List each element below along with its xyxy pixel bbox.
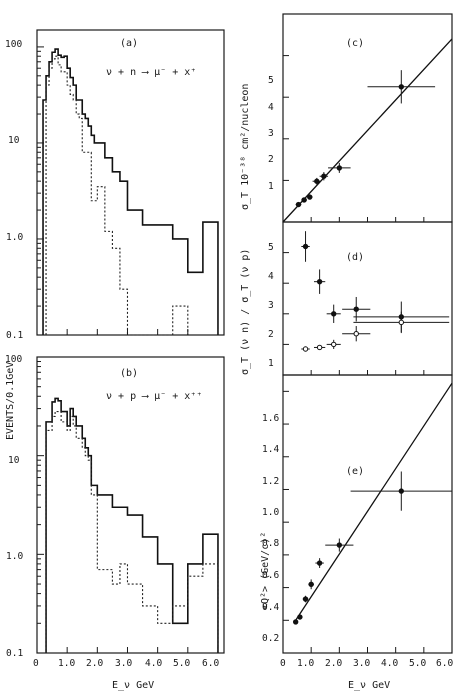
panel-a-label: (a)	[120, 38, 138, 49]
panel-c-ytick-4: 4	[268, 102, 274, 113]
panel-e-xtick-2: 2.0	[325, 658, 342, 669]
panel-e-xlabel: E_ν GeV	[348, 680, 390, 691]
panel-e-ytick-1.4: 1.4	[262, 444, 279, 455]
panel-a-ytick-10: 10	[8, 135, 20, 146]
panel-c-ytick-5: 5	[268, 75, 274, 86]
panel-a-ytick-100: 100	[5, 39, 22, 50]
data-point	[292, 619, 299, 625]
panel-a-ytick-1: 1.0	[6, 232, 23, 243]
panel-a-dotted-histogram	[45, 55, 189, 336]
panel-b-xtick-5: 5.0	[173, 658, 190, 669]
open-data-point	[302, 346, 309, 352]
panel-b-xtick-0: 0	[33, 658, 39, 669]
panel-b-solid-histogram	[45, 397, 219, 653]
panel-e-xtick-4: 4.0	[381, 658, 398, 669]
panel-e-label: (e)	[346, 466, 364, 477]
data-point	[302, 243, 309, 250]
panel-e-ytick-1.0: 1.0	[262, 507, 279, 518]
panel-b-ytick-100: 100	[5, 354, 22, 365]
panel-c-ytick-2: 2	[268, 154, 274, 165]
panel-e-ytick-1.6: 1.6	[262, 413, 279, 424]
panel-b-dotted-histogram	[45, 410, 219, 653]
open-data-point	[331, 341, 337, 348]
panel-a-solid-histogram	[42, 48, 219, 335]
panel-d-ytick-3: 3	[268, 300, 274, 311]
panel-e-xtick-0: 0	[280, 658, 286, 669]
panel-a-reaction: ν + n ⟶ μ⁻ + x⁺	[106, 67, 196, 78]
data-point	[297, 614, 303, 620]
panel-a: 100 10 1.0 0.1 (a) ν + n ⟶ μ⁻ + x⁺	[5, 29, 225, 341]
data-point	[307, 194, 313, 200]
panel-b-xtick-1: 1.0	[58, 658, 75, 669]
panel-c-ytick-3: 3	[268, 128, 274, 139]
panel-c-ylabel: σ_T 10⁻³⁸ cm²/nucleon	[240, 84, 251, 210]
data-point	[353, 306, 359, 312]
panel-b-frame	[36, 356, 225, 654]
panel-b-xlabel: E_ν GeV	[112, 680, 154, 691]
data-point	[302, 596, 309, 602]
data-point	[321, 173, 327, 179]
panel-b-reaction: ν + p ⟶ μ⁻ + x⁺⁺	[106, 391, 202, 402]
data-point	[398, 84, 404, 90]
panel-b-ytick-1: 1.0	[6, 551, 23, 562]
panel-e-ylabel: <Q²> (GeV/c)²	[260, 532, 271, 610]
panel-c-label: (c)	[346, 38, 364, 49]
panel-d-ytick-1: 1	[268, 358, 274, 369]
open-data-point	[316, 344, 323, 351]
open-data-point	[398, 319, 404, 326]
panel-e-ytick-0.8: 0.8	[262, 538, 279, 549]
panel-d-ytick-2: 2	[268, 329, 274, 340]
panel-b-label: (b)	[120, 368, 138, 379]
data-point	[314, 178, 320, 184]
data-point	[316, 278, 323, 285]
panel-d-ytick-5: 5	[268, 242, 274, 253]
panel-d: (d) 5 4 3 2 1 σ_T (ν n) / σ_T (ν p)	[240, 221, 453, 376]
histogram-ylabel: EVENTS/0.1GeV	[5, 362, 16, 440]
panel-b-ytick-10: 10	[8, 455, 20, 466]
data-point	[398, 488, 404, 494]
panel-e-xtick-6: 6.0	[436, 658, 453, 669]
panel-b-xtick-4: 4.0	[145, 658, 162, 669]
panel-e-frame	[282, 374, 453, 654]
data-point	[316, 560, 323, 566]
panel-e-ytick-1.2: 1.2	[262, 476, 279, 487]
panel-b: 100 10 1.0 0.1 (b) ν + p ⟶ μ⁻ + x⁺⁺ 0 1.…	[5, 354, 225, 691]
panel-b-xtick-2: 2.0	[86, 658, 103, 669]
panel-d-label: (d)	[346, 252, 364, 263]
panel-e-xtick-5: 5.0	[409, 658, 426, 669]
panel-e-ytick-0.4: 0.4	[262, 602, 279, 613]
panel-d-ytick-4: 4	[268, 271, 274, 282]
fit-line	[282, 38, 453, 223]
panel-e: (e) 1.6 1.4 1.2 1.0 0.8 0.6 0.4 0.2 <Q²>…	[260, 374, 453, 691]
data-point	[336, 165, 343, 171]
panel-b-xtick-3: 3.0	[115, 658, 132, 669]
panel-e-ytick-0.2: 0.2	[262, 633, 279, 644]
panel-c-frame	[282, 13, 453, 223]
panel-b-ytick-0.1: 0.1	[6, 648, 23, 659]
data-point	[308, 581, 314, 588]
fit-line	[295, 382, 453, 621]
panel-d-ylabel: σ_T (ν n) / σ_T (ν p)	[240, 249, 251, 375]
panel-a-ytick-0.1: 0.1	[6, 330, 23, 341]
panel-a-frame	[36, 29, 225, 336]
data-point	[301, 197, 307, 203]
data-point	[331, 311, 337, 317]
panel-e-ytick-0.6: 0.6	[262, 570, 279, 581]
panel-d-frame	[282, 221, 453, 376]
data-point	[336, 542, 343, 548]
panel-c: (c) 5 4 3 2 1 σ_T 10⁻³⁸ cm²/nucleon	[240, 13, 453, 223]
panel-e-xtick-3: 3.0	[353, 658, 370, 669]
panel-e-xtick-1: 1.0	[297, 658, 314, 669]
open-data-point	[353, 330, 359, 337]
panel-b-xtick-6: 6.0	[202, 658, 219, 669]
data-point	[295, 201, 302, 208]
panel-c-ytick-1: 1	[268, 181, 274, 192]
